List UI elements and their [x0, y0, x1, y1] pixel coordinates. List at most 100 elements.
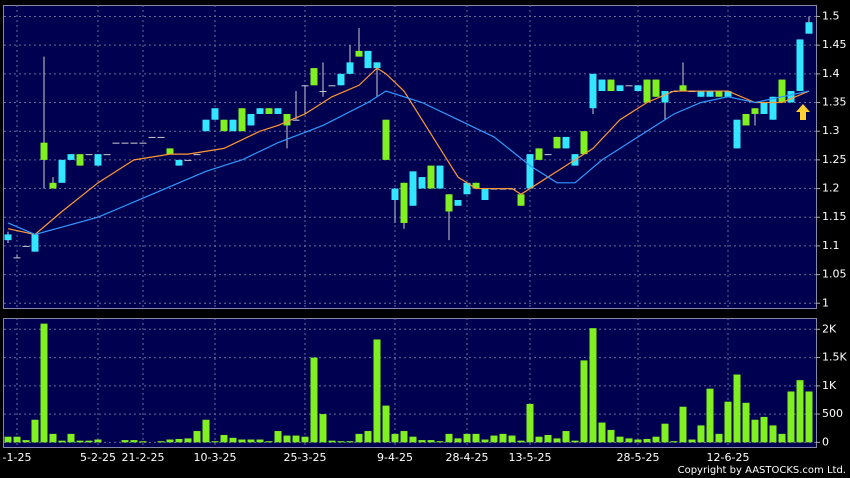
candle-body: [400, 182, 408, 223]
volume-bar: [184, 438, 192, 443]
volume-bar: [337, 441, 345, 443]
volume-bar: [319, 414, 327, 443]
volume-bar: [553, 438, 561, 443]
candle-body: [166, 148, 174, 155]
volume-bar: [742, 402, 750, 443]
volume-bar: [643, 438, 651, 443]
y-tick-label: 1.5: [822, 9, 840, 22]
y-tick-label: 1.3: [822, 124, 840, 137]
y-tick-label: 1.25: [822, 153, 847, 166]
candle-body: [148, 136, 156, 138]
volume-bar: [157, 441, 165, 443]
candle-body: [139, 142, 147, 144]
volume-bar: [688, 439, 696, 443]
y-tick-label: 1: [822, 296, 829, 309]
volume-bar: [787, 391, 795, 443]
candle-body: [265, 108, 273, 114]
candle-body: [553, 136, 561, 149]
volume-bar: [445, 433, 453, 443]
candle-body: [796, 39, 804, 92]
volume-bar: [454, 438, 462, 443]
candle-body: [283, 113, 291, 126]
volume-bar: [346, 441, 354, 443]
candle-body: [85, 154, 93, 156]
volume-bar: [301, 436, 309, 443]
candle-body: [715, 91, 723, 97]
y-tick-label: 1.45: [822, 38, 847, 51]
candle-body: [229, 119, 237, 132]
volume-bar: [778, 433, 786, 443]
candle-body: [427, 165, 435, 189]
volume-bar: [769, 425, 777, 443]
volume-bar: [4, 436, 12, 443]
candle-body: [238, 108, 246, 132]
y-tick-label: 1.35: [822, 96, 847, 109]
volume-bar: [571, 440, 579, 443]
y-tick-label: 1.4: [822, 67, 840, 80]
candle-body: [328, 85, 336, 87]
volume-bar: [805, 391, 813, 443]
y-tick-label: 1.05: [822, 268, 847, 281]
volume-bar: [49, 433, 57, 443]
candle-body: [454, 200, 462, 206]
v-tick-label: 0: [822, 435, 829, 448]
candle-body: [589, 73, 597, 109]
candle-body: [481, 188, 489, 201]
volume-bar: [220, 435, 228, 443]
volume-bar: [481, 439, 489, 443]
volume-bar: [373, 339, 381, 443]
volume-bar: [175, 438, 183, 443]
volume-bar: [724, 401, 732, 443]
x-tick-label: 5-2-25: [80, 451, 116, 464]
volume-bar: [706, 388, 714, 443]
volume-bar: [409, 436, 417, 443]
candle-body: [409, 171, 417, 206]
candle-body: [544, 154, 552, 156]
volume-bar: [472, 433, 480, 443]
candle-body: [733, 119, 741, 149]
candle-body: [103, 154, 111, 156]
y-tick-label: 1.1: [822, 239, 840, 252]
volume-panel: [3, 318, 817, 448]
volume-bar: [589, 328, 597, 443]
y-tick-label: 1.15: [822, 210, 847, 223]
x-tick-label: 13-5-25: [509, 451, 552, 464]
volume-bar: [31, 419, 39, 443]
v-tick-label: 2K: [822, 322, 837, 335]
candle-body: [463, 182, 471, 195]
candle-body: [679, 85, 687, 92]
y-tick-label: 1.2: [822, 182, 840, 195]
volume-bar: [229, 437, 237, 443]
volume-bar: [562, 431, 570, 443]
candle-body: [778, 79, 786, 103]
candle-body: [175, 159, 183, 166]
candle-body: [382, 119, 390, 160]
candle-body: [274, 108, 282, 114]
candle-body: [184, 159, 192, 161]
volume-bar: [85, 440, 93, 443]
volume-bar: [463, 433, 471, 443]
candle-body: [13, 257, 21, 259]
volume-bar: [616, 436, 624, 443]
candle-body: [130, 142, 138, 144]
volume-bar: [22, 440, 30, 443]
candle-body: [247, 113, 255, 126]
candle-body: [580, 131, 588, 155]
x-tick-label: 28-5-25: [617, 451, 660, 464]
candle-body: [22, 245, 30, 247]
candle-body: [526, 154, 534, 189]
volume-bar: [751, 419, 759, 443]
volume-bar: [427, 440, 435, 443]
candle-body: [256, 108, 264, 114]
candle-body: [391, 188, 399, 201]
candle-body: [319, 91, 327, 93]
candle-body: [58, 159, 66, 183]
volume-bar: [355, 433, 363, 443]
candle-body: [211, 108, 219, 120]
volume-bar: [625, 438, 633, 443]
volume-bar: [283, 435, 291, 443]
volume-bar: [652, 436, 660, 443]
candle-body: [472, 182, 480, 189]
candle-body: [121, 142, 129, 144]
